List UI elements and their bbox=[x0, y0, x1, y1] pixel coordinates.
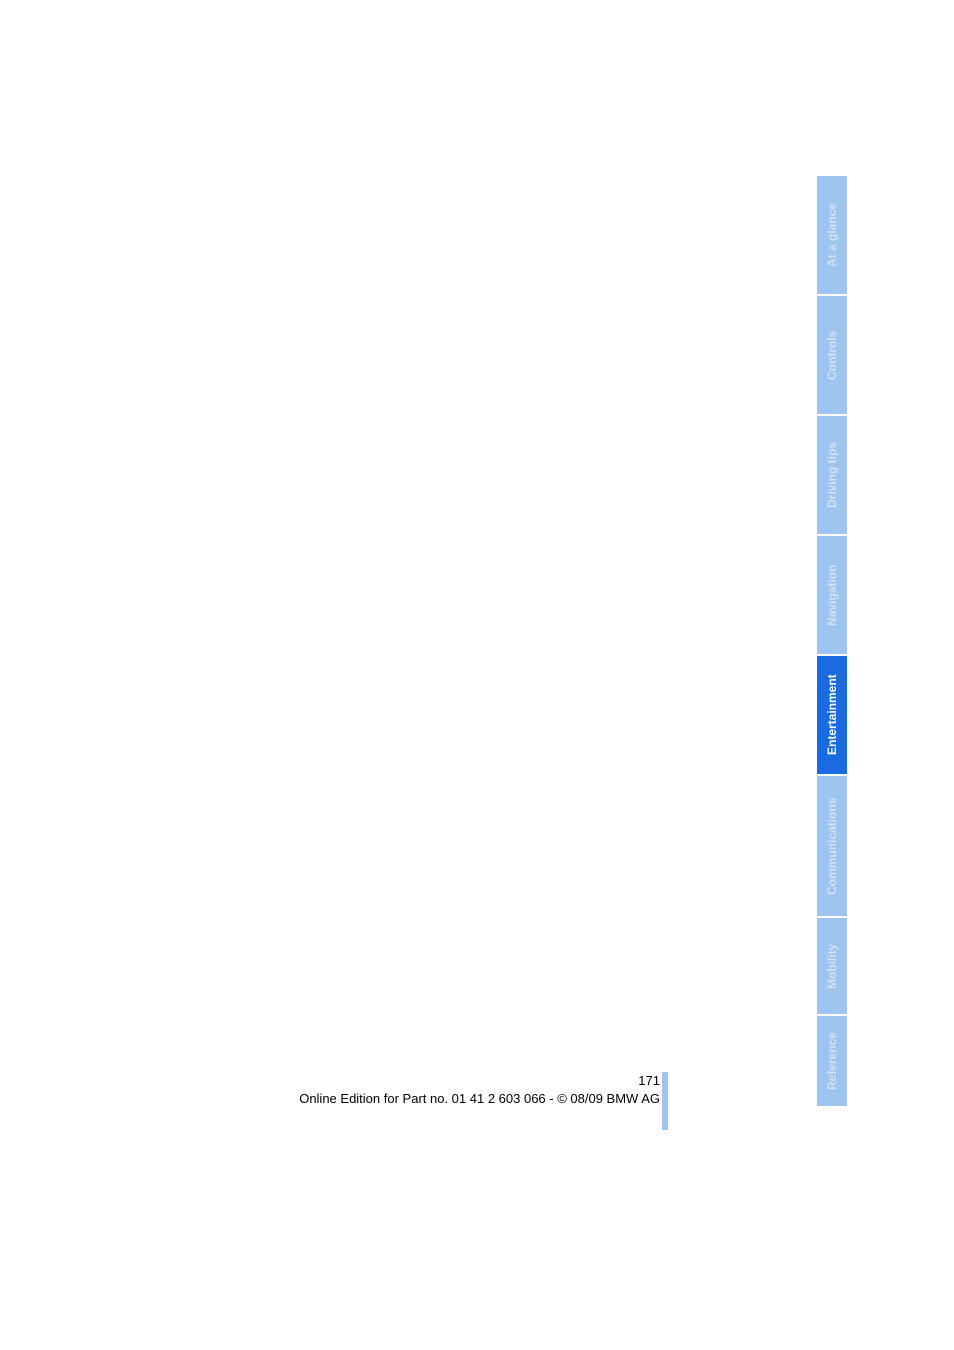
tab-navigation[interactable]: Navigation bbox=[817, 536, 847, 654]
tab-entertainment[interactable]: Entertainment bbox=[817, 656, 847, 774]
tab-reference[interactable]: Reference bbox=[817, 1016, 847, 1106]
footer-edition-line: Online Edition for Part no. 01 41 2 603 … bbox=[299, 1091, 660, 1106]
page-number-bar bbox=[662, 1072, 668, 1130]
page-footer: 171 Online Edition for Part no. 01 41 2 … bbox=[0, 1072, 660, 1107]
tab-mobility[interactable]: Mobility bbox=[817, 918, 847, 1014]
tab-communications[interactable]: Communications bbox=[817, 776, 847, 916]
section-tab-strip: At a glance Controls Driving tips Naviga… bbox=[817, 176, 847, 1108]
tab-controls[interactable]: Controls bbox=[817, 296, 847, 414]
page-number: 171 bbox=[638, 1073, 660, 1088]
tab-driving-tips[interactable]: Driving tips bbox=[817, 416, 847, 534]
tab-at-a-glance[interactable]: At a glance bbox=[817, 176, 847, 294]
